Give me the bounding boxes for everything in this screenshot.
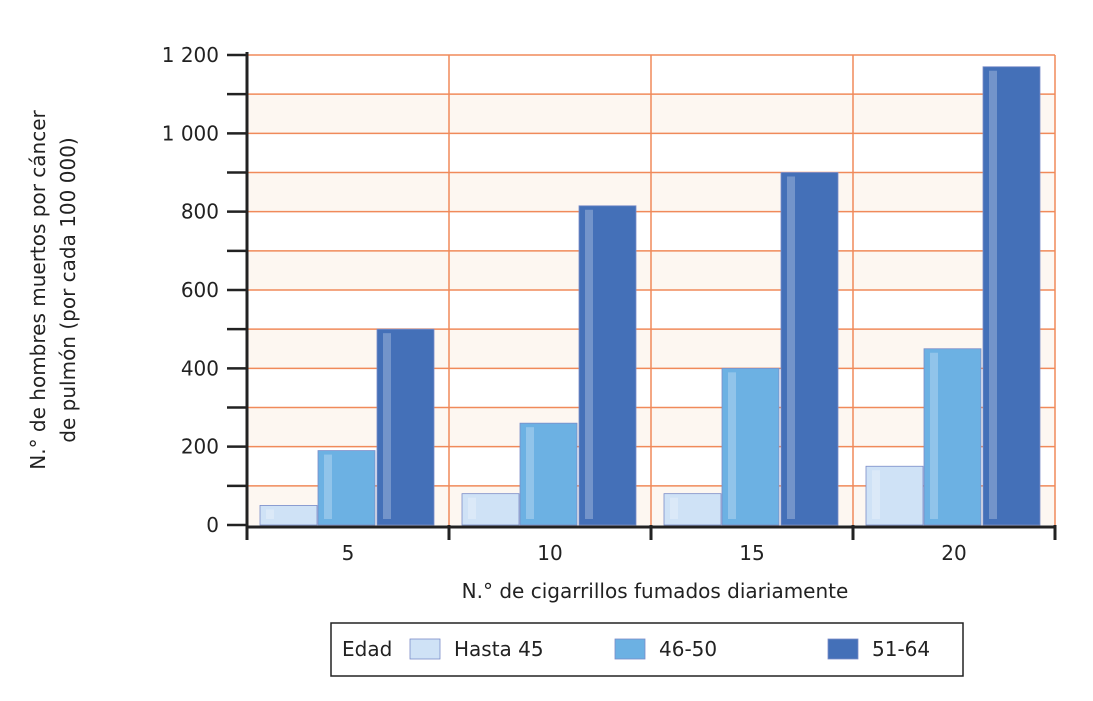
y-axis-title-line2: de pulmón (por cada 100 000) [56, 137, 80, 442]
legend-swatch-1 [614, 638, 646, 660]
legend-label-1: 46-50 [659, 637, 717, 661]
bar-hasta-45-20 [865, 465, 924, 526]
bar-51-64-10 [578, 205, 637, 526]
bars [259, 66, 1041, 526]
bar-51-64-20 [982, 66, 1041, 526]
y-tick-label: 0 [206, 513, 219, 537]
bar-hasta-45-10 [461, 493, 520, 526]
legend-label-2: 51-64 [872, 637, 930, 661]
bar-highlight [728, 372, 736, 519]
y-tick-label: 200 [181, 435, 219, 459]
bar-highlight [787, 176, 795, 519]
bar-hasta-45-5 [259, 505, 318, 526]
bar-51-64-15 [780, 172, 839, 526]
bar-highlight [266, 509, 274, 519]
x-tick-label: 5 [342, 541, 355, 565]
bar-highlight [526, 427, 534, 519]
bar-highlight [324, 454, 332, 519]
x-tick-label: 20 [941, 541, 966, 565]
bar-highlight [585, 209, 593, 519]
bar-46-50-5 [317, 450, 376, 526]
y-tick-label: 600 [181, 278, 219, 302]
legend: Edad Hasta 45 46-50 51-64 [330, 622, 964, 677]
bar-46-50-20 [923, 348, 982, 526]
bar-highlight [383, 333, 391, 519]
legend-swatch-0 [409, 638, 441, 660]
y-tick-label: 800 [181, 200, 219, 224]
bar-hasta-45-15 [663, 493, 722, 526]
bar-highlight [670, 497, 678, 519]
legend-title: Edad [342, 637, 392, 661]
y-tick-label: 1 000 [162, 121, 219, 145]
bar-51-64-5 [376, 328, 435, 526]
bar-highlight [872, 470, 880, 519]
bar-highlight [930, 352, 938, 519]
legend-label-0: Hasta 45 [454, 637, 544, 661]
x-tick-label: 10 [537, 541, 562, 565]
y-axis-title-line1: N.° de hombres muertos por cáncer [26, 109, 50, 469]
legend-swatch-2 [827, 638, 859, 660]
bar-46-50-15 [721, 367, 780, 526]
x-axis-title: N.° de cigarrillos fumados diariamente [462, 579, 849, 603]
y-tick-label: 400 [181, 356, 219, 380]
bar-46-50-10 [519, 422, 578, 526]
x-tick-label: 15 [739, 541, 764, 565]
bar-highlight [468, 497, 476, 519]
bar-highlight [989, 70, 997, 519]
y-tick-label: 1 200 [162, 43, 219, 67]
